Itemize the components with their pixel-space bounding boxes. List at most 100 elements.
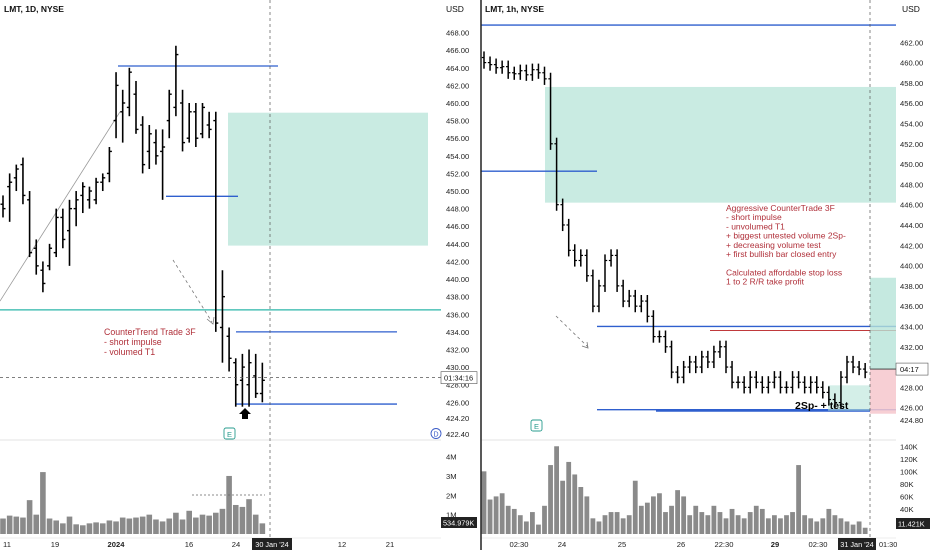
left-volume-bar xyxy=(159,521,166,534)
right-volume-bar xyxy=(814,521,820,534)
left-volume-bar xyxy=(20,517,26,534)
right-time-badge-text: 04:17 xyxy=(900,365,919,374)
right-price-tick: 456.00 xyxy=(900,99,923,108)
right-volume-tick: 120K xyxy=(900,455,918,464)
right-volume-bar xyxy=(487,499,493,534)
left-price-tick: 428.00 xyxy=(446,381,469,390)
left-volume-bar xyxy=(99,523,106,534)
right-volume-bar xyxy=(711,505,717,534)
right-volume-bar xyxy=(862,527,868,534)
right-volume-bar xyxy=(705,515,711,534)
left-price-tick: 442.00 xyxy=(446,257,469,266)
right-time-tick: 25 xyxy=(618,540,626,549)
left-volume-bar xyxy=(0,518,6,534)
left-price-tick: 430.00 xyxy=(446,363,469,372)
left-volume-bar xyxy=(106,520,113,534)
right-annotation-line: + decreasing volume test xyxy=(726,240,821,250)
right-price-tick: 454.00 xyxy=(900,119,923,128)
right-volume-bar xyxy=(657,493,662,534)
right-price-tick: 428.00 xyxy=(900,383,923,392)
right-volume-bar xyxy=(566,461,572,534)
right-chart-hourly: Aggressive CounterTrade 3F- short impuls… xyxy=(481,0,930,550)
left-volume-bar xyxy=(6,515,13,534)
left-volume-bar xyxy=(40,472,46,534)
left-volume-bar xyxy=(113,521,119,534)
left-volume-tick: 3M xyxy=(446,472,457,481)
right-volume-bar xyxy=(808,518,814,534)
right-annotation-line: 1 to 2 R/R take profit xyxy=(726,277,805,287)
left-volume-bar xyxy=(226,475,232,534)
right-annotation-line: - unvolumed T1 xyxy=(726,221,785,231)
right-symbol-header: LMT, 1h, NYSE xyxy=(485,4,544,14)
left-annotation-line: CounterTrend Trade 3F xyxy=(104,327,196,337)
right-price-tick: 452.00 xyxy=(900,140,923,149)
right-price-tick: 432.00 xyxy=(900,343,923,352)
left-volume-bar xyxy=(252,514,259,534)
right-volume-bar xyxy=(560,480,566,534)
right-volume-bar xyxy=(687,515,693,534)
right-annotation-line: + first bullish bar closed entry xyxy=(726,249,837,259)
right-time-tick: 02:30 xyxy=(509,540,528,549)
right-price-tick: 426.00 xyxy=(900,404,923,413)
right-volume-bar xyxy=(747,512,753,534)
right-price-tick: 434.00 xyxy=(900,322,923,331)
left-time-tick: 2024 xyxy=(108,540,126,549)
right-volume-bar xyxy=(602,515,608,534)
left-volume-bar xyxy=(119,517,126,534)
right-dashed-arrow xyxy=(555,315,589,348)
right-time-tick: 29 xyxy=(771,540,779,549)
left-annotation-line: - short impulse xyxy=(104,337,162,347)
right-price-tick: 442.00 xyxy=(900,241,923,250)
left-dashed-arrow xyxy=(172,259,213,323)
right-price-tick: 424.80 xyxy=(900,416,923,425)
right-price-tick: 438.00 xyxy=(900,282,923,291)
left-volume-bar xyxy=(86,523,93,534)
right-volume-bar xyxy=(584,496,590,534)
right-volume-bar xyxy=(796,465,801,534)
left-time-badge xyxy=(440,371,478,384)
left-price-tick: 452.00 xyxy=(446,169,469,178)
left-price-tick: 440.00 xyxy=(446,275,469,284)
left-time-tick: 11 xyxy=(3,540,11,549)
right-volume-tick: 140K xyxy=(900,442,918,451)
left-price-tick: 464.00 xyxy=(446,64,469,73)
left-volume-bar xyxy=(246,499,252,534)
left-price-tick: 424.20 xyxy=(446,414,469,423)
left-earnings-marker xyxy=(223,427,236,440)
left-volume-bar xyxy=(26,500,33,534)
left-volume-bar xyxy=(46,518,53,534)
right-take-profit-box xyxy=(870,277,896,370)
right-time-tick: 02:30 xyxy=(808,540,827,549)
left-time-tick: 21 xyxy=(386,540,394,549)
right-volume-bar xyxy=(523,521,529,534)
right-volume-bar xyxy=(596,521,602,534)
right-annotation-line: - short impulse xyxy=(726,212,782,222)
right-date-badge-extra: 01:30 xyxy=(879,540,897,549)
left-volume-badge-text: 534.979K xyxy=(443,519,474,528)
right-price-tick: 462.00 xyxy=(900,38,923,47)
right-volume-bar xyxy=(481,471,487,534)
left-dashed-arrowhead xyxy=(206,316,215,325)
left-price-tick: 444.00 xyxy=(446,240,469,249)
right-volume-bar xyxy=(620,518,626,534)
right-volume-bar xyxy=(644,502,650,534)
left-chart-daily: CounterTrend Trade 3F- short impulse- vo… xyxy=(0,0,478,550)
right-volume-bar xyxy=(651,496,656,534)
right-volume-bar xyxy=(790,512,795,534)
left-volume-bar xyxy=(13,516,20,534)
left-price-tick: 422.40 xyxy=(446,430,469,439)
right-earnings-marker xyxy=(530,419,543,432)
left-volume-bar xyxy=(60,523,66,534)
right-volume-bar xyxy=(772,515,777,534)
right-price-tick: 448.00 xyxy=(900,180,923,189)
left-volume-bar xyxy=(259,523,266,534)
right-volume-bar xyxy=(753,505,759,534)
right-volume-bar xyxy=(838,518,844,534)
left-date-badge xyxy=(252,538,292,550)
right-volume-bar xyxy=(493,496,499,534)
left-volume-bar xyxy=(93,522,99,534)
right-volume-tick: 40K xyxy=(900,505,914,514)
left-price-tick: 426.00 xyxy=(446,398,469,407)
left-volume-bar xyxy=(166,518,173,534)
